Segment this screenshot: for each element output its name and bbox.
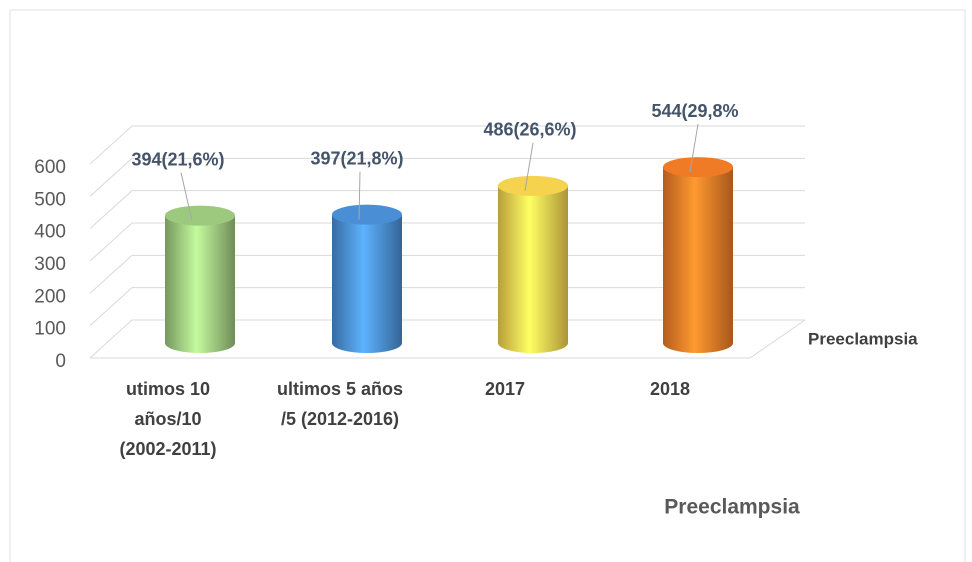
y-tick-label: 100 [34, 319, 66, 340]
x-tick-label: ultimos 5 años [277, 379, 403, 399]
leader-line [689, 124, 699, 173]
y-tick-label: 0 [55, 351, 66, 372]
grid-line [89, 319, 805, 359]
bar-top [165, 205, 235, 226]
value-label: 397(21,8%) [310, 148, 403, 168]
x-tick-label: /5 (2012-2016) [281, 409, 399, 429]
y-tick-label: 500 [34, 189, 66, 210]
x-tick-label: (2002-2011) [119, 439, 216, 459]
x-tick-label: 2017 [485, 379, 525, 399]
grid-line [89, 222, 805, 262]
bar [332, 214, 402, 353]
x-tick-label: 2018 [650, 379, 690, 399]
grid-line [89, 254, 805, 294]
grid-line [89, 287, 805, 327]
y-tick-label: 300 [34, 254, 66, 275]
chart-border [9, 9, 966, 562]
x-tick-label: utimos 10 [126, 379, 210, 399]
bar-top [663, 157, 733, 178]
bar-top [498, 175, 568, 196]
y-tick-label: 600 [34, 157, 66, 178]
leader-line [524, 142, 534, 191]
y-tick-label: 200 [34, 286, 66, 307]
bar [498, 185, 568, 353]
bar [663, 167, 733, 353]
leader-line [358, 171, 361, 220]
value-label: 394(21,6%) [131, 149, 224, 169]
grid-line [89, 190, 805, 230]
series-name: Preeclampsia [808, 329, 918, 348]
grid-line [89, 125, 805, 165]
x-tick-label: años/10 [134, 409, 201, 429]
floor [90, 319, 806, 359]
chart-title: Preeclampsia [664, 496, 800, 519]
bar [165, 215, 235, 353]
grid-line [89, 157, 805, 197]
value-label: 486(26,6%) [483, 120, 576, 140]
leader-line [180, 172, 193, 221]
bar-top [332, 204, 402, 225]
y-tick-label: 400 [34, 222, 66, 243]
value-label: 544(29,8% [651, 101, 738, 121]
